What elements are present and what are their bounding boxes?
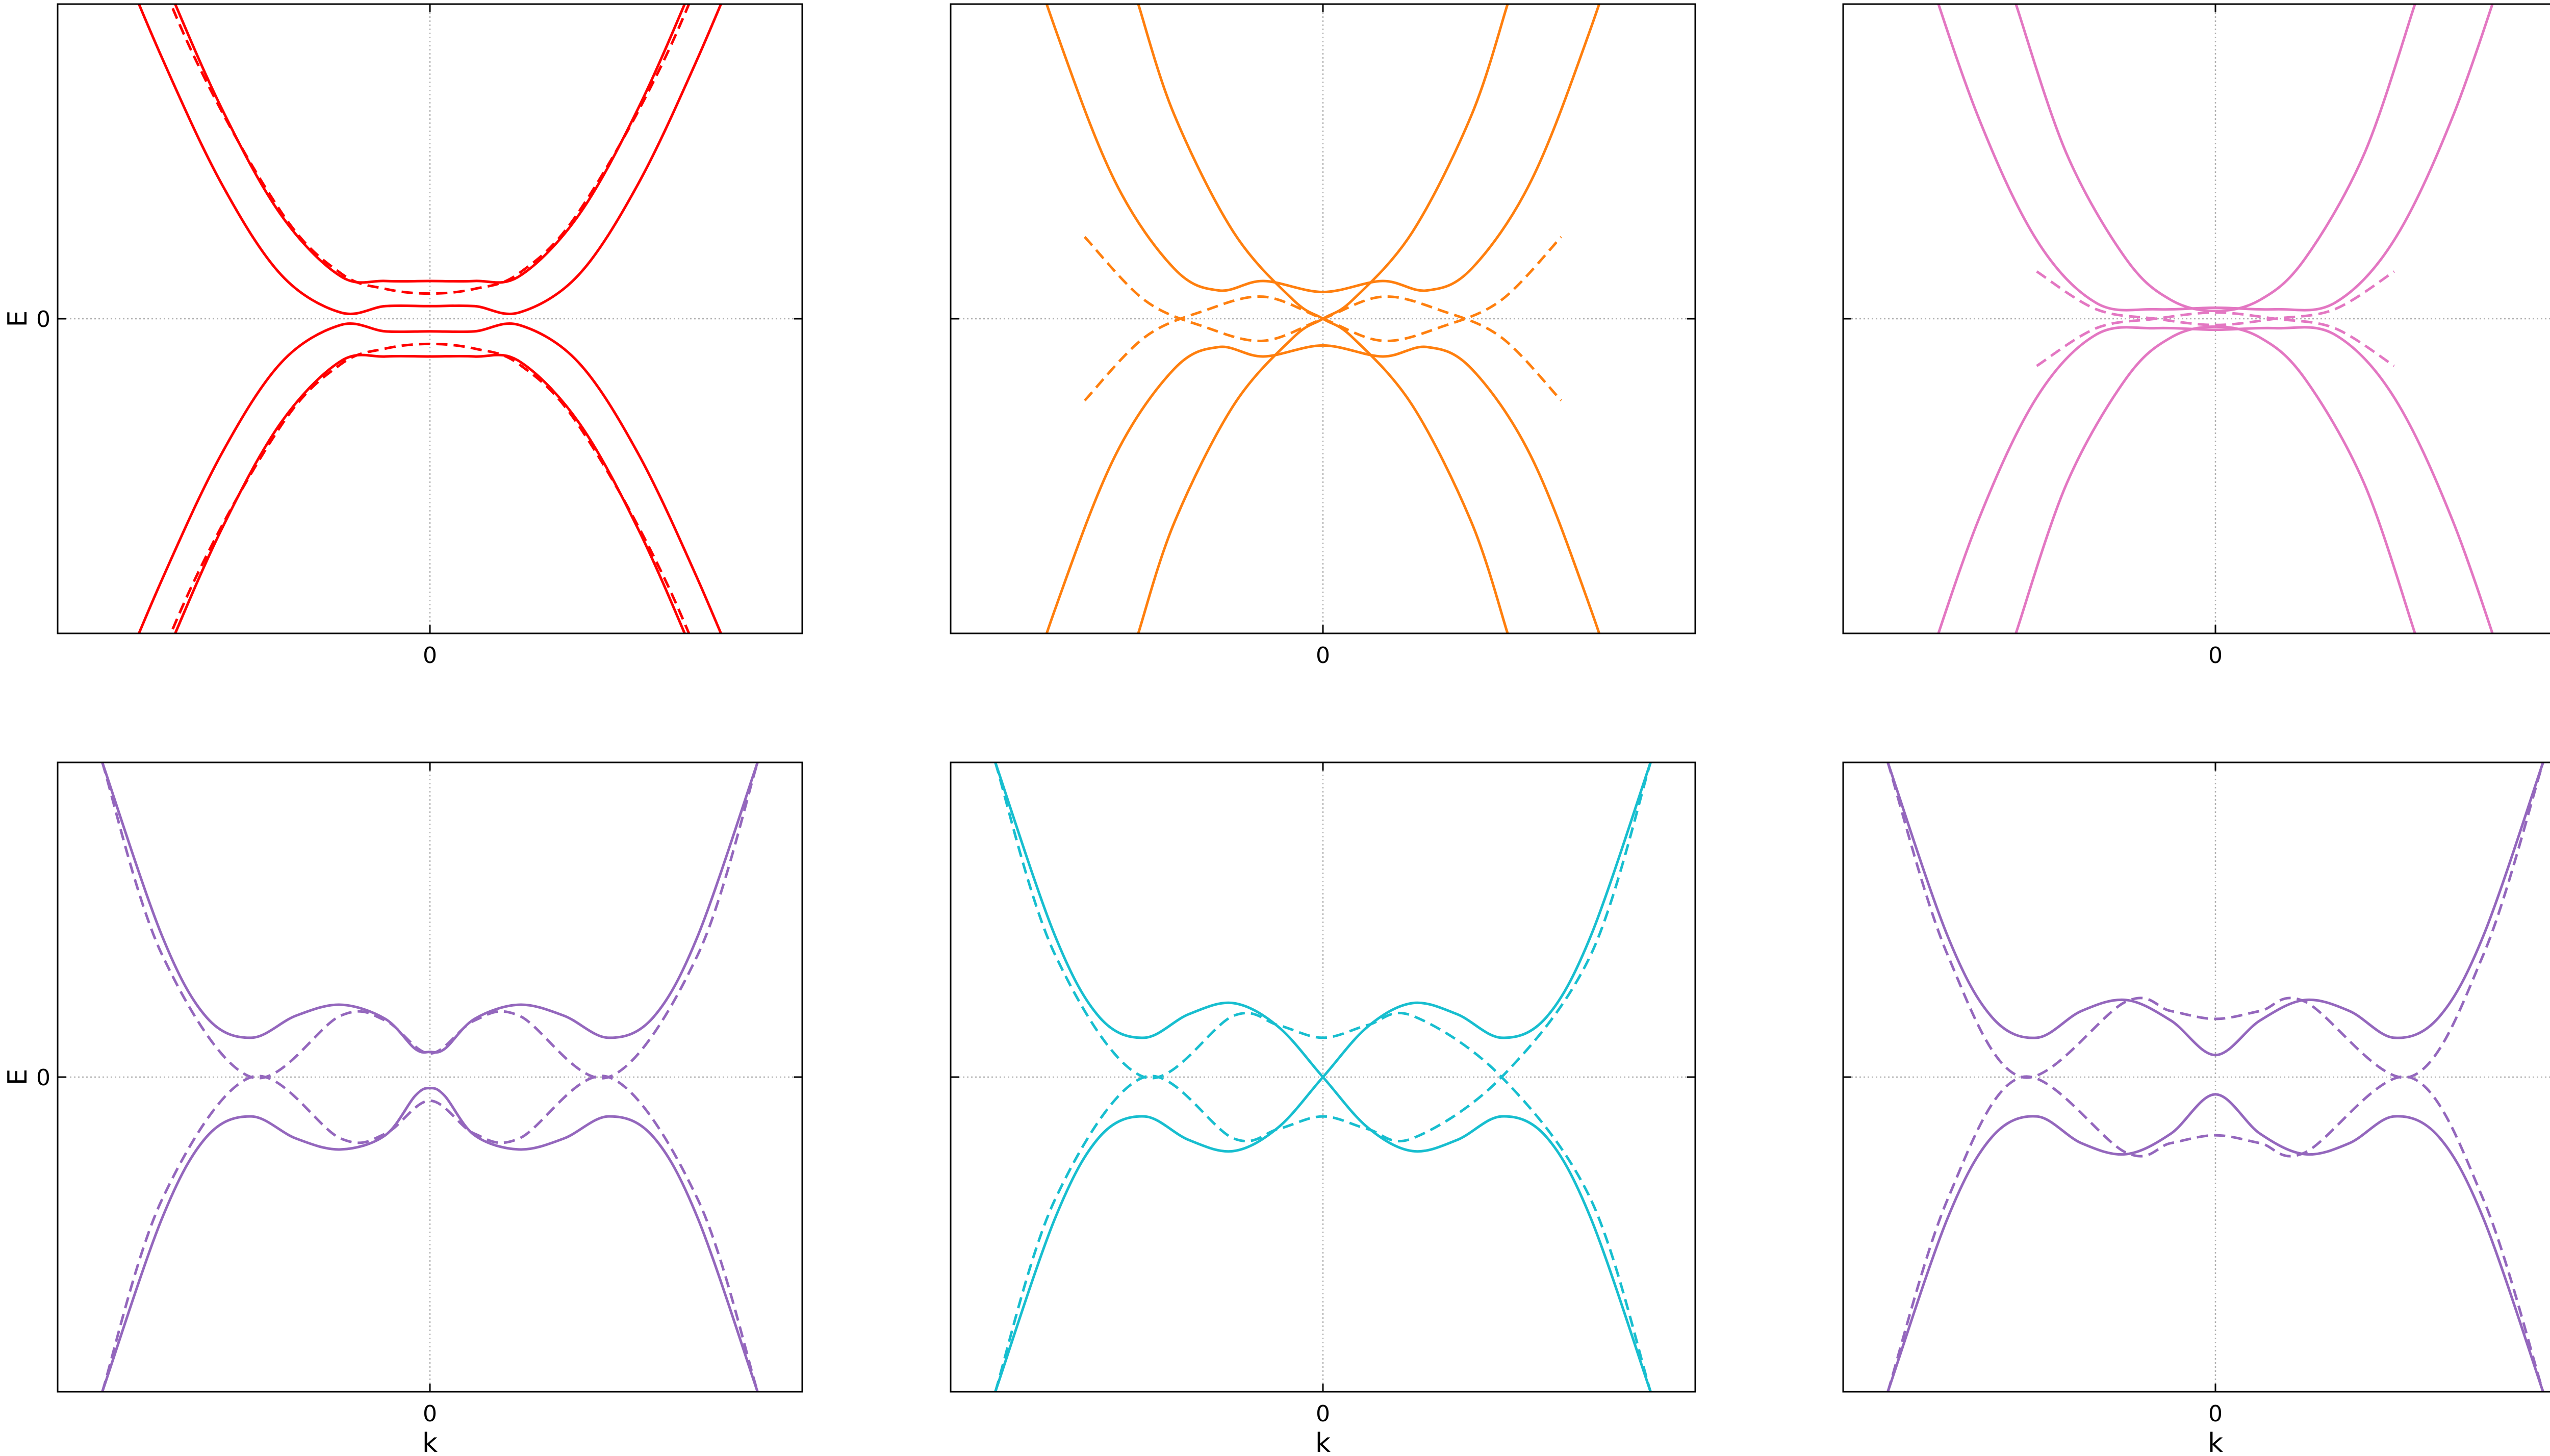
x-tick-label: 0 — [2208, 643, 2223, 669]
band-curves — [994, 762, 1652, 1392]
x-tick-label: 0 — [2208, 1401, 2223, 1427]
dashed-band-2 — [994, 762, 1652, 1392]
dashed-band-1 — [1886, 762, 2544, 1079]
x-axis-label: k — [422, 1428, 438, 1456]
dashed-band-1 — [101, 762, 759, 1080]
subplot-6: 0k — [1842, 761, 2550, 1456]
band-curves — [1045, 4, 1601, 633]
solid-band-4 — [1137, 4, 1509, 633]
band-curves — [101, 762, 759, 1392]
x-tick-label: 0 — [423, 643, 437, 669]
solid-band-2 — [1045, 344, 1601, 633]
band-curves — [137, 4, 723, 633]
solid-band-1 — [173, 4, 686, 284]
subplot-1: 00E — [3, 3, 803, 669]
solid-band-2 — [1937, 326, 2494, 633]
subplot-3: 0 — [1842, 3, 2550, 669]
dashed-band-2 — [169, 342, 691, 633]
solid-band-1 — [1937, 4, 2494, 312]
solid-band-4 — [2014, 325, 2416, 633]
solid-band-1 — [101, 762, 759, 1054]
y-tick-label: 0 — [36, 306, 50, 333]
dashed-band-1 — [169, 4, 691, 295]
solid-band-1 — [1045, 4, 1601, 294]
x-axis-label: k — [2208, 1428, 2223, 1456]
dashed-band-2 — [1886, 1075, 2544, 1392]
band-curves — [1937, 4, 2494, 633]
solid-band-1 — [1886, 762, 2544, 1057]
x-tick-label: 0 — [423, 1401, 437, 1427]
solid-band-2 — [101, 1087, 759, 1392]
solid-band-2 — [137, 4, 723, 316]
dashed-band-2 — [101, 1075, 759, 1392]
y-tick-label: 0 — [36, 1065, 50, 1091]
band-curves — [1886, 762, 2544, 1392]
solid-band-2 — [1886, 1093, 2544, 1392]
x-tick-label: 0 — [1316, 1401, 1330, 1427]
solid-band-3 — [2014, 4, 2416, 313]
x-tick-label: 0 — [1316, 643, 1330, 669]
solid-band-3 — [137, 322, 723, 633]
dashed-band-1 — [2036, 270, 2395, 326]
dashed-band-1 — [994, 762, 1652, 1392]
subplot-2: 0 — [950, 3, 1696, 669]
y-axis-label: E — [3, 311, 33, 327]
subplot-5: 0k — [950, 761, 1696, 1456]
dashed-band-2 — [2036, 311, 2395, 367]
y-axis-label: E — [3, 1069, 33, 1086]
solid-band-4 — [173, 353, 686, 633]
x-axis-label: k — [1315, 1428, 1331, 1456]
solid-band-2 — [994, 762, 1652, 1392]
